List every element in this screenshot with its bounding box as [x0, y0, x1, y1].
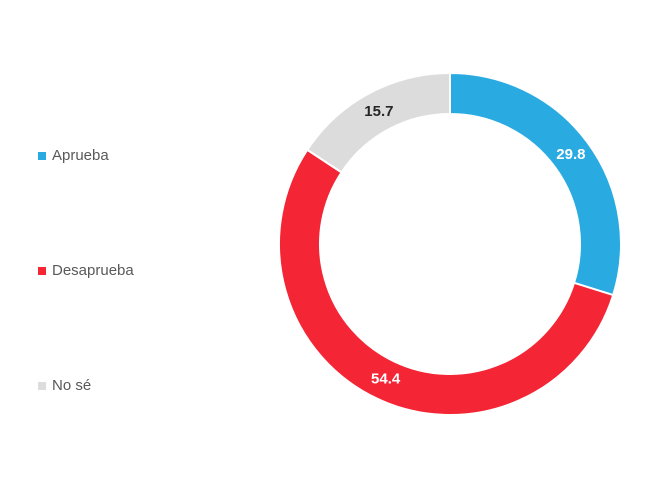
legend-swatch [38, 152, 46, 160]
donut-segment [305, 71, 451, 174]
value-label: 15.7 [364, 103, 393, 120]
legend-text: Desaprueba [52, 262, 134, 279]
legend-text: No sé [52, 377, 91, 394]
legend-swatch [38, 267, 46, 275]
legend-swatch [38, 382, 46, 390]
value-label: 54.4 [371, 370, 401, 387]
donut-segment [449, 71, 622, 297]
value-label: 29.8 [556, 146, 585, 163]
donut-segment [278, 148, 615, 417]
legend-text: Aprueba [52, 147, 109, 164]
